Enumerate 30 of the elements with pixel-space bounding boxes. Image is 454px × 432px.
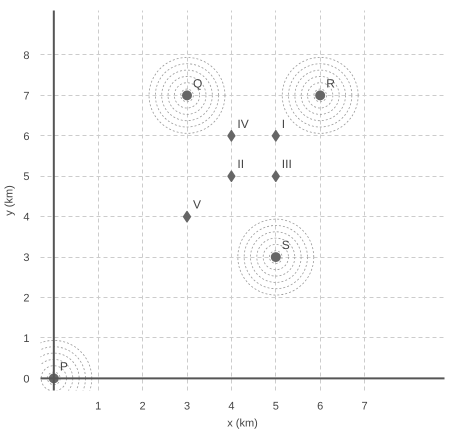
y-tick-label: 3 [23, 252, 30, 264]
point [227, 130, 236, 142]
annotation: IV [237, 116, 249, 131]
x-tick-label: 7 [362, 400, 368, 412]
annotation: I [282, 116, 286, 131]
point [182, 210, 192, 223]
annotation: II [237, 157, 244, 172]
annotation: Q [193, 76, 202, 90]
annotation: V [193, 198, 202, 212]
y-axis-title: y (km) [3, 185, 16, 216]
annotation: R [326, 76, 336, 90]
x-tick-label: 1 [95, 400, 102, 412]
x-tick-label: 3 [184, 400, 190, 412]
y-tick-label: 0 [23, 373, 30, 386]
y-tick-label: 2 [23, 292, 30, 305]
annotation: P [60, 359, 68, 374]
x-axis-title: x (km) [227, 418, 258, 430]
y-tick-label: 5 [23, 171, 30, 184]
x-tick-label: 5 [272, 400, 279, 412]
x-tick-label: 2 [140, 400, 146, 412]
y-tick-label: 6 [23, 130, 30, 143]
y-tick-label: 4 [23, 212, 30, 224]
x-tick-label: 4 [228, 400, 234, 412]
y-tick-label: 7 [23, 90, 30, 102]
annotation: III [282, 157, 292, 172]
x-tick-label: 6 [317, 400, 324, 412]
y-tick-label: 8 [23, 50, 30, 62]
annotation: S [282, 238, 290, 252]
point [227, 170, 236, 182]
y-tick-label: 1 [23, 332, 30, 345]
